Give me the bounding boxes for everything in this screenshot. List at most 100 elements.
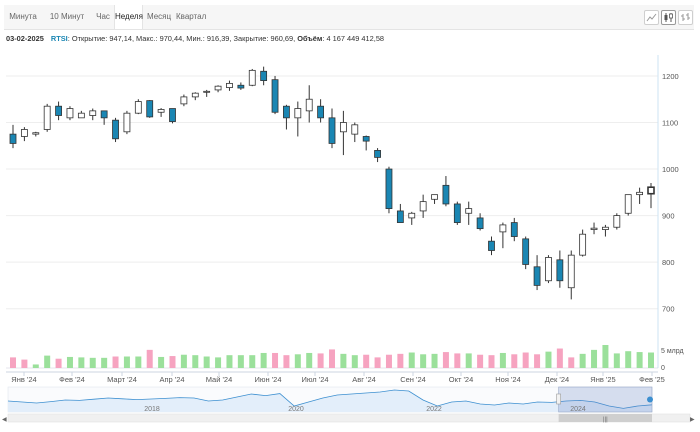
volume-bar bbox=[215, 357, 222, 368]
candle-body bbox=[499, 224, 507, 233]
volume-bar bbox=[21, 359, 28, 368]
candle bbox=[602, 224, 609, 237]
candle bbox=[226, 80, 233, 91]
y-tick-label: 1200 bbox=[662, 72, 679, 81]
volume-bar bbox=[112, 356, 119, 368]
volume-bar bbox=[340, 353, 347, 368]
candle-body bbox=[351, 124, 359, 135]
volume-bar bbox=[294, 354, 301, 368]
candle-body bbox=[476, 217, 484, 230]
tab-6[interactable]: Месяц bbox=[146, 12, 172, 21]
ohlc-info-bar: 03-02-2025 RTSI: Открытие: 947,14, Макс.… bbox=[6, 34, 384, 43]
volume-bar bbox=[146, 349, 153, 368]
volume-bar bbox=[101, 357, 108, 368]
x-tick-label: Июн '24 bbox=[254, 375, 281, 384]
volume-bar bbox=[272, 352, 279, 368]
volume-bar bbox=[385, 354, 392, 368]
candle bbox=[419, 194, 427, 218]
volume-bar bbox=[317, 353, 324, 368]
volume-bar bbox=[192, 355, 199, 368]
candle bbox=[317, 99, 325, 123]
volume-bar bbox=[306, 352, 313, 368]
candle-body bbox=[20, 129, 28, 137]
scroll-right-arrow-icon[interactable]: ▶ bbox=[690, 417, 695, 423]
volume-bar bbox=[625, 351, 632, 368]
x-tick-label: Май '24 bbox=[206, 375, 233, 384]
volume-bar bbox=[89, 357, 96, 368]
x-tick-label: Июл '24 bbox=[301, 375, 328, 384]
info-ticker[interactable]: RTSI bbox=[50, 34, 68, 43]
volume-bar bbox=[158, 356, 165, 368]
tab-4[interactable]: Неделя bbox=[114, 5, 143, 29]
volume-bar bbox=[568, 357, 575, 368]
candle bbox=[499, 222, 507, 249]
volume-bar bbox=[363, 354, 370, 368]
volume-bar bbox=[465, 353, 472, 368]
x-tick-label: Фев '24 bbox=[59, 375, 85, 384]
candle bbox=[294, 101, 302, 137]
y-tick-label: 900 bbox=[662, 212, 675, 221]
candle-body bbox=[66, 108, 74, 119]
navigator-area bbox=[8, 390, 652, 412]
candle bbox=[396, 203, 404, 223]
info-volume-value: : 4 167 449 412,58 bbox=[322, 34, 385, 43]
candle-body bbox=[339, 122, 347, 133]
scroll-left-arrow-icon[interactable]: ◀ bbox=[2, 417, 7, 423]
tab-3[interactable]: Час bbox=[96, 12, 110, 21]
volume-bar bbox=[351, 355, 358, 368]
candle bbox=[476, 213, 484, 231]
candle-body bbox=[431, 194, 438, 200]
tab-7[interactable]: Квартал bbox=[176, 12, 207, 21]
candle-body bbox=[533, 266, 541, 286]
volume-bar bbox=[44, 355, 51, 368]
candle-body bbox=[146, 100, 154, 118]
x-tick-label: Дек '24 bbox=[545, 375, 569, 384]
candlestick-icon bbox=[664, 13, 673, 22]
volume-bar bbox=[499, 352, 506, 368]
volume-bar bbox=[613, 353, 620, 368]
candle-body bbox=[374, 150, 381, 158]
candle bbox=[134, 99, 142, 115]
navigator-handle-left[interactable] bbox=[556, 393, 561, 405]
candle-body bbox=[180, 96, 188, 105]
candle-body bbox=[465, 208, 473, 214]
candle-body bbox=[169, 108, 176, 122]
line-chart-icon bbox=[646, 13, 657, 22]
candle-body bbox=[89, 110, 97, 116]
candle bbox=[431, 194, 438, 204]
candle bbox=[328, 108, 336, 149]
ohlc-bars-button[interactable] bbox=[678, 10, 693, 25]
volume-bar bbox=[545, 351, 552, 368]
candle-body bbox=[602, 226, 609, 230]
volume-bar bbox=[329, 349, 335, 368]
candle-body bbox=[55, 105, 62, 116]
navigator-handle-right[interactable] bbox=[647, 396, 653, 403]
candlestick-button[interactable] bbox=[661, 10, 676, 25]
candle bbox=[579, 229, 587, 257]
candle bbox=[32, 131, 40, 137]
candle bbox=[408, 211, 416, 225]
candle-body bbox=[77, 112, 85, 119]
candle-body bbox=[624, 194, 632, 214]
volume-bar bbox=[534, 354, 541, 368]
volume-bar bbox=[579, 353, 586, 368]
candle-body bbox=[647, 186, 655, 195]
volume-bar bbox=[420, 354, 427, 368]
x-tick-label: Апр '24 bbox=[159, 375, 184, 384]
volume-bar bbox=[249, 355, 256, 368]
candle-body bbox=[385, 168, 393, 210]
scrollbar-thumb[interactable] bbox=[558, 414, 652, 422]
candle-body bbox=[283, 105, 290, 119]
volume-bar bbox=[135, 356, 142, 368]
candle bbox=[203, 89, 211, 97]
candle-body bbox=[545, 257, 552, 282]
tab-2[interactable]: 10 Минут bbox=[49, 12, 85, 21]
info-date: 03-02-2025 bbox=[6, 34, 44, 43]
candle bbox=[77, 110, 85, 119]
tab-1[interactable]: Минута bbox=[9, 12, 37, 21]
candle bbox=[66, 106, 74, 121]
volume-tick-label: 0 bbox=[661, 365, 665, 372]
candle bbox=[624, 194, 632, 216]
line-chart-button[interactable] bbox=[644, 10, 659, 25]
